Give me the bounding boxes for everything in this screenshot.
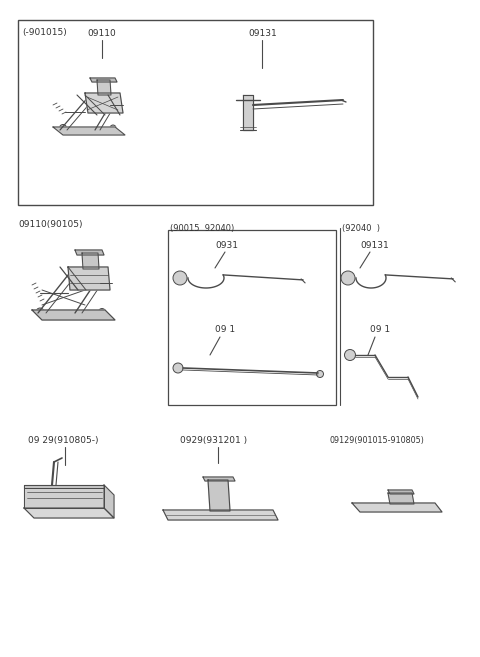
Polygon shape	[24, 485, 104, 488]
Polygon shape	[243, 95, 253, 130]
Bar	[168, 230, 336, 405]
Polygon shape	[388, 493, 414, 504]
Text: 09 1: 09 1	[370, 325, 390, 334]
Polygon shape	[163, 510, 278, 520]
Polygon shape	[53, 127, 125, 135]
Polygon shape	[24, 488, 104, 508]
Polygon shape	[208, 480, 230, 511]
Text: 09131: 09131	[360, 240, 389, 250]
Text: 09110(90105): 09110(90105)	[18, 221, 83, 229]
Polygon shape	[24, 508, 114, 518]
Polygon shape	[75, 250, 104, 255]
Polygon shape	[388, 490, 414, 494]
Circle shape	[316, 371, 324, 378]
Text: 09 29(910805-): 09 29(910805-)	[28, 436, 98, 445]
Polygon shape	[104, 485, 114, 518]
Text: (90015  92040): (90015 92040)	[170, 223, 234, 233]
Text: 09110: 09110	[87, 28, 116, 37]
Polygon shape	[85, 93, 123, 113]
Circle shape	[98, 101, 102, 105]
Polygon shape	[32, 310, 115, 320]
Text: (92040  ): (92040 )	[342, 223, 380, 233]
Text: 0929(931201 ): 0929(931201 )	[180, 436, 247, 445]
Text: (-901015): (-901015)	[22, 28, 67, 37]
Polygon shape	[352, 503, 442, 512]
Circle shape	[173, 271, 187, 285]
Circle shape	[345, 350, 356, 361]
Circle shape	[77, 276, 87, 286]
Circle shape	[96, 99, 104, 107]
Bar	[18, 20, 373, 205]
Polygon shape	[90, 78, 117, 82]
Circle shape	[98, 309, 106, 315]
Circle shape	[341, 271, 355, 285]
Polygon shape	[82, 253, 99, 269]
Circle shape	[173, 363, 183, 373]
Polygon shape	[203, 477, 235, 481]
Circle shape	[110, 125, 116, 131]
Circle shape	[80, 279, 84, 284]
Circle shape	[60, 124, 67, 131]
Circle shape	[36, 308, 44, 316]
Text: 09129(901015-910805): 09129(901015-910805)	[330, 436, 425, 445]
Circle shape	[84, 272, 96, 284]
Text: 0931: 0931	[215, 240, 238, 250]
Polygon shape	[68, 267, 110, 290]
Polygon shape	[97, 80, 111, 95]
Text: 09131: 09131	[248, 28, 277, 37]
Text: 09 1: 09 1	[215, 325, 235, 334]
